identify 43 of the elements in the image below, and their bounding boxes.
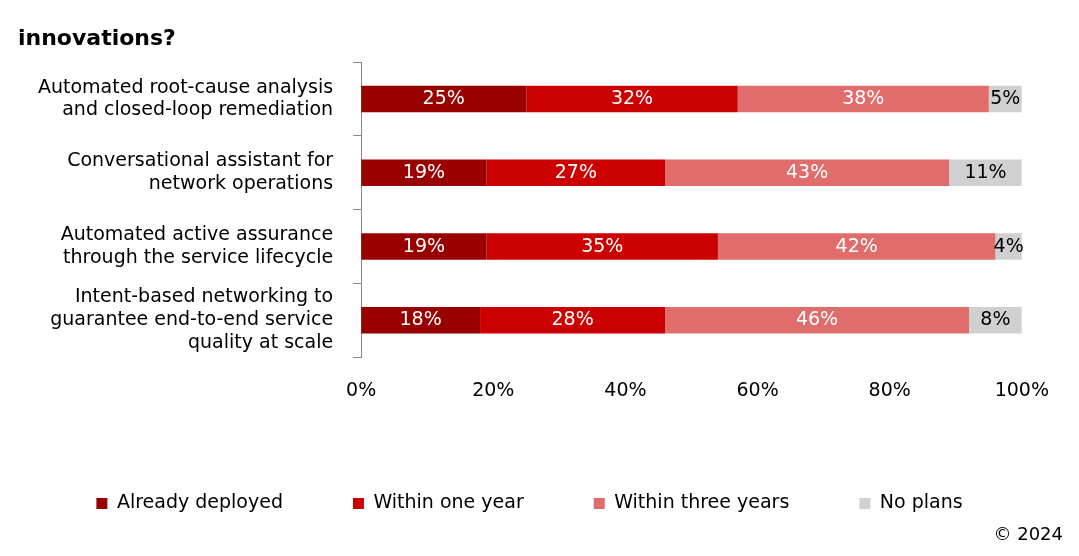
- bar: [665, 307, 969, 334]
- legend-label: Within one year: [373, 490, 524, 513]
- y-tick-label: Conversational assistant for network operations: [67, 148, 334, 194]
- legend-label: Already deployed: [116, 490, 283, 513]
- data-label: 28%: [551, 307, 594, 330]
- data-label: 25%: [422, 86, 465, 109]
- y-tick-label: Intent-based networking to guarantee end-to-end service quality at scale: [50, 284, 334, 353]
- data-label: 42%: [835, 233, 878, 256]
- data-label: 19%: [402, 159, 446, 182]
- x-tick-label: 100%: [994, 377, 1049, 400]
- bar: [526, 85, 738, 113]
- data-label: 46%: [795, 307, 839, 330]
- data-label: 4%: [993, 233, 1024, 256]
- x-tick-label: 80%: [868, 377, 911, 400]
- legend-label: Within three years: [614, 490, 790, 513]
- data-label: 35%: [581, 233, 624, 256]
- bar: [665, 159, 950, 187]
- x-tick-label: 40%: [604, 377, 647, 400]
- data-label: 43%: [786, 159, 829, 182]
- bar: [361, 307, 481, 334]
- data-label: 11%: [964, 159, 1007, 182]
- bar: [361, 85, 527, 113]
- bar: [480, 307, 666, 334]
- data-label: 27%: [554, 159, 597, 182]
- data-label: 8%: [980, 307, 1011, 330]
- data-label: 32%: [610, 86, 654, 109]
- bar: [361, 233, 487, 260]
- data-label: 5%: [990, 86, 1021, 109]
- text: innovations?: [18, 24, 176, 50]
- bar: [486, 159, 666, 187]
- data-label: 19%: [402, 233, 446, 256]
- bar: [486, 233, 718, 260]
- y-tick-label: Automated root-cause analysis and closed-loop remediation: [38, 74, 334, 120]
- x-tick-label: 20%: [472, 377, 515, 400]
- legend-label: No plans: [879, 490, 963, 513]
- data-label: 18%: [399, 307, 442, 330]
- y-tick-label: Automated active assurance through the service lifecycle: [60, 222, 334, 267]
- x-tick-label: 0%: [346, 377, 377, 400]
- bar: [737, 85, 989, 113]
- x-tick-label: 60%: [736, 377, 779, 400]
- text: © 2024: [992, 523, 1064, 544]
- bar: [717, 233, 996, 260]
- data-label: 38%: [842, 86, 885, 109]
